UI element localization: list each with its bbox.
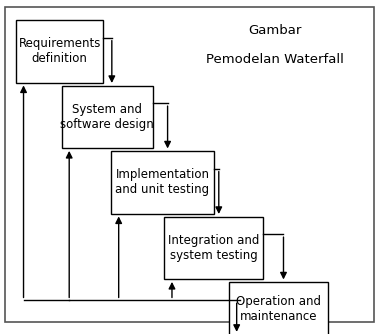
Text: Requirements
definition: Requirements definition: [18, 37, 101, 65]
Text: Integration and
system testing: Integration and system testing: [168, 234, 259, 262]
Bar: [164, 217, 263, 279]
Text: Implementation
and unit testing: Implementation and unit testing: [115, 168, 209, 196]
Text: Operation and
maintenance: Operation and maintenance: [236, 295, 321, 323]
Bar: [111, 151, 214, 213]
Text: System and
software design: System and software design: [60, 103, 154, 131]
Text: Pemodelan Waterfall: Pemodelan Waterfall: [206, 53, 344, 66]
Bar: [16, 20, 104, 82]
Bar: [62, 86, 153, 148]
Text: Gambar: Gambar: [248, 24, 301, 37]
Bar: [229, 282, 328, 334]
